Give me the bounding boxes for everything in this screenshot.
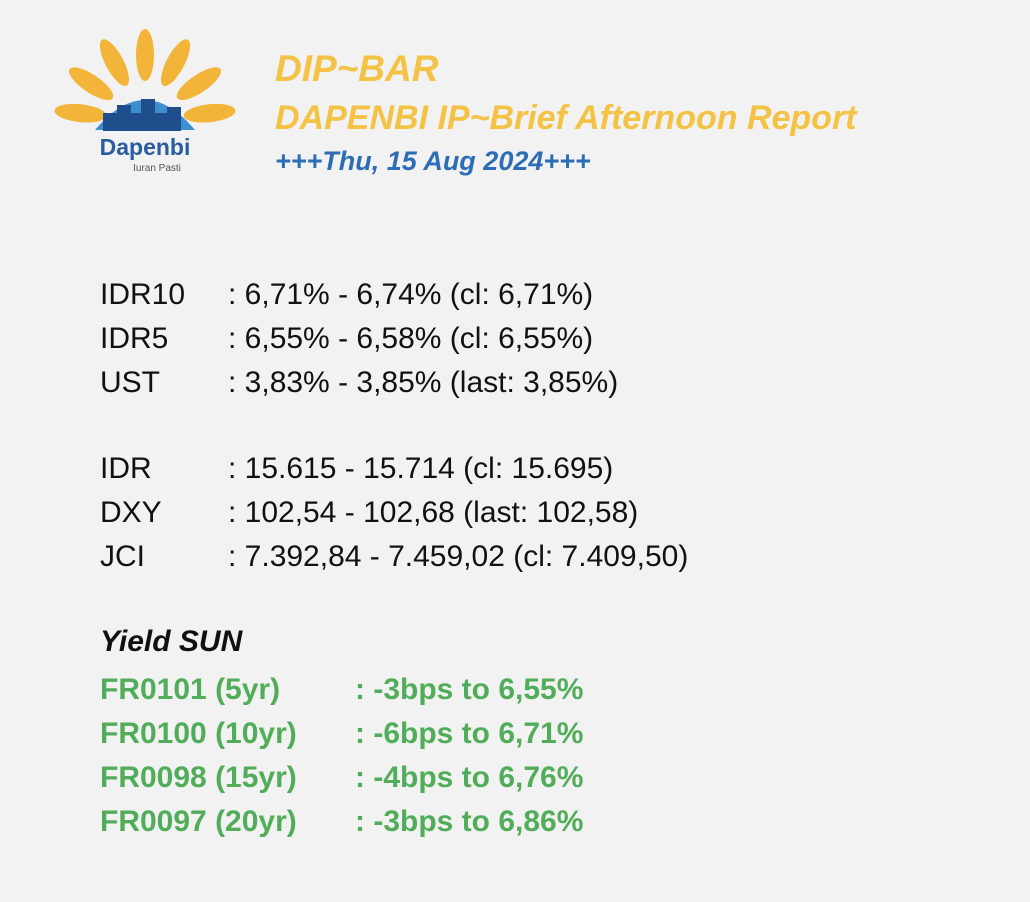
logo-buildings <box>103 99 181 131</box>
row-label: FR0098 (15yr) <box>100 761 297 794</box>
row-value: : -3bps to 6,86% <box>355 805 584 838</box>
row-value: : 3,83% - 3,85% (last: 3,85%) <box>228 366 619 399</box>
row-value: : -6bps to 6,71% <box>355 717 584 750</box>
row-value: : 102,54 - 102,68 (last: 102,58) <box>228 496 639 529</box>
row-value: : -4bps to 6,76% <box>355 761 584 794</box>
row-label: FR0101 (5yr) <box>100 673 281 706</box>
row-label: FR0097 (20yr) <box>100 805 297 838</box>
row-value: : 6,55% - 6,58% (cl: 6,55%) <box>228 322 594 355</box>
title: DIP~BAR <box>275 48 439 89</box>
row-label: UST <box>100 366 160 399</box>
row-label: FR0100 (10yr) <box>100 717 297 750</box>
logo-tagline: Iuran Pasti <box>133 163 181 174</box>
row-value: : -3bps to 6,55% <box>355 673 584 706</box>
row-label: IDR5 <box>100 322 169 355</box>
row-label: JCI <box>100 540 145 573</box>
row-value: : 6,71% - 6,74% (cl: 6,71%) <box>228 278 594 311</box>
row-label: IDR <box>100 452 152 485</box>
logo-sun <box>54 29 236 123</box>
row-label: IDR10 <box>100 278 186 311</box>
subtitle: DAPENBI IP~Brief Afternoon Report <box>275 99 857 137</box>
logo-name: Dapenbi <box>100 134 191 160</box>
section-title: Yield SUN <box>100 625 243 658</box>
logo: Dapenbi Iuran Pasti <box>54 29 236 174</box>
date: +++Thu, 15 Aug 2024+++ <box>275 146 591 176</box>
row-label: DXY <box>100 496 162 529</box>
row-value: : 7.392,84 - 7.459,02 (cl: 7.409,50) <box>228 540 689 573</box>
row-value: : 15.615 - 15.714 (cl: 15.695) <box>228 452 614 485</box>
